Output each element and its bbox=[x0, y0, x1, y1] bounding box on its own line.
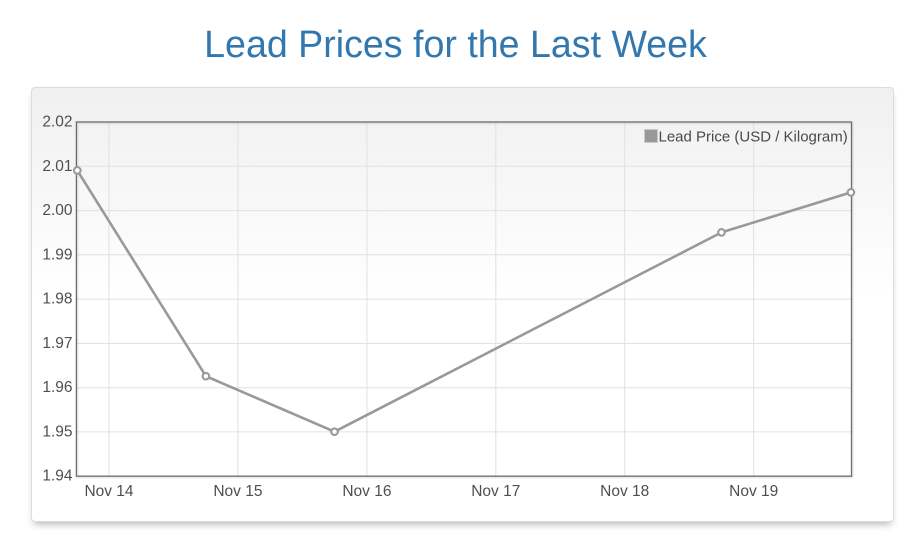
svg-text:1.99: 1.99 bbox=[42, 246, 72, 263]
svg-text:Lead Price (USD / Kilogram): Lead Price (USD / Kilogram) bbox=[659, 129, 848, 146]
svg-text:Nov 19: Nov 19 bbox=[729, 483, 778, 500]
svg-text:Nov 18: Nov 18 bbox=[600, 483, 649, 500]
svg-text:1.96: 1.96 bbox=[42, 379, 72, 396]
svg-text:1.94: 1.94 bbox=[42, 468, 73, 485]
svg-text:1.95: 1.95 bbox=[42, 423, 72, 440]
svg-text:2.02: 2.02 bbox=[42, 114, 72, 131]
svg-text:2.00: 2.00 bbox=[42, 202, 73, 219]
svg-text:Nov 17: Nov 17 bbox=[471, 483, 520, 500]
svg-text:Nov 16: Nov 16 bbox=[342, 483, 391, 500]
svg-text:Nov 15: Nov 15 bbox=[213, 483, 262, 500]
svg-text:Nov 14: Nov 14 bbox=[84, 483, 133, 500]
svg-text:1.98: 1.98 bbox=[42, 291, 72, 308]
svg-text:1.97: 1.97 bbox=[42, 335, 72, 352]
svg-text:2.01: 2.01 bbox=[42, 158, 72, 175]
